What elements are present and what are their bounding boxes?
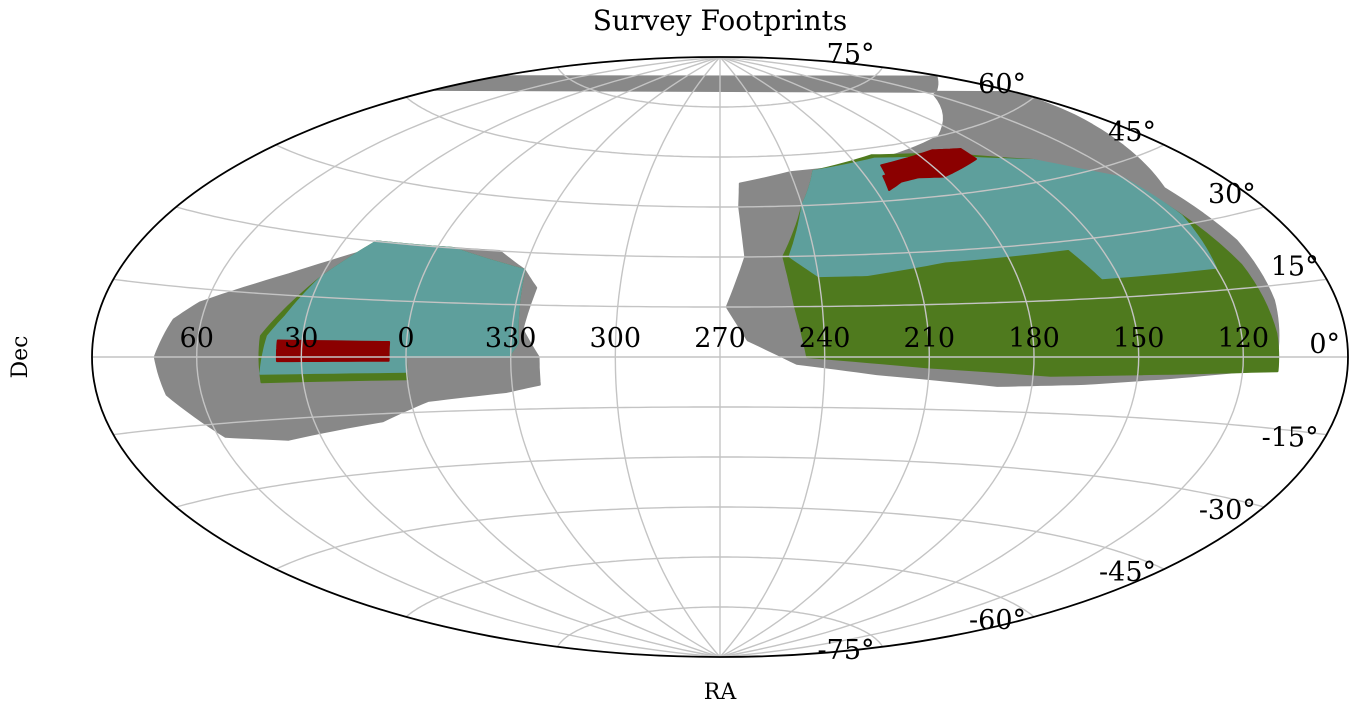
parallel-line [556, 606, 884, 648]
sky-outline [91, 56, 1349, 658]
ra-tick-label: 300 [590, 323, 642, 354]
ra-tick-labels: 60 30 0 330 300 270 240 210 180 150 120 [180, 323, 1270, 354]
parallel-line [176, 456, 1264, 508]
dec-tick-label: 0° [1309, 329, 1340, 360]
sky-content [92, 57, 1348, 657]
dec-tick-labels: 75° 60° 45° 30° 15° 0° -15° -30° -45° -60° -75° [818, 39, 1340, 666]
graticule [92, 57, 1348, 657]
ra-tick-label: 240 [799, 323, 851, 354]
ra-tick-label: 270 [694, 323, 746, 354]
dec-tick-label: 15° [1271, 251, 1319, 282]
parallel-line [113, 406, 1327, 436]
red-footprint-region [275, 339, 391, 363]
dec-tick-label: -75° [818, 635, 875, 666]
parallel-line [405, 556, 1035, 618]
ra-tick-label: 120 [1218, 323, 1270, 354]
dec-tick-label: 75° [827, 39, 875, 70]
ra-tick-label: 0 [397, 323, 414, 354]
ra-tick-label: 210 [904, 323, 956, 354]
dec-tick-label: 60° [978, 69, 1026, 100]
parallel-line [405, 96, 1035, 158]
ra-tick-label: 330 [485, 323, 537, 354]
parallel-line [113, 278, 1327, 308]
dec-tick-label: -45° [1099, 557, 1156, 588]
ra-tick-label: 30 [284, 323, 318, 354]
parallel-line [176, 206, 1264, 258]
plot-area [92, 57, 1348, 657]
ra-tick-label: 180 [1008, 323, 1060, 354]
ra-tick-label: 60 [180, 323, 214, 354]
dec-tick-label: -60° [969, 605, 1026, 636]
parallel-line [275, 506, 1165, 570]
ra-tick-label: 150 [1113, 323, 1165, 354]
red-footprint-region [882, 168, 928, 191]
dec-tick-label: 45° [1108, 117, 1156, 148]
parallel-line [556, 66, 884, 108]
dec-tick-label: -15° [1262, 423, 1319, 454]
parallel-line [275, 144, 1165, 208]
y-axis-title: Dec [8, 336, 33, 379]
chart-title: Survey Footprints [593, 4, 848, 37]
dec-tick-label: -30° [1199, 495, 1256, 526]
x-axis-title: RA [704, 680, 738, 702]
dec-tick-label: 30° [1208, 179, 1256, 210]
